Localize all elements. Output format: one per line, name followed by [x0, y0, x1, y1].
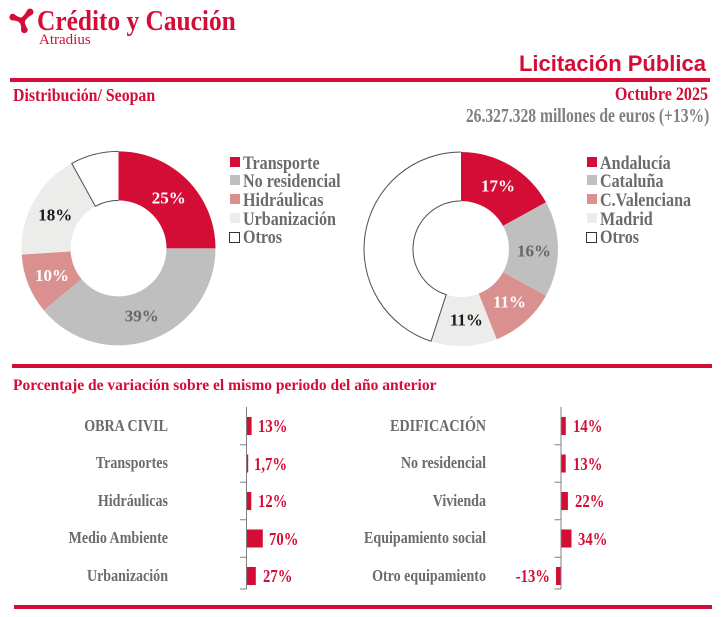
svg-text:10%: 10%: [35, 266, 69, 285]
svg-text:17%: 17%: [481, 177, 515, 196]
svg-text:18%: 18%: [38, 205, 72, 224]
svg-text:11%: 11%: [493, 292, 526, 311]
svg-text:25%: 25%: [152, 188, 186, 207]
svg-text:39%: 39%: [125, 307, 159, 326]
svg-text:11%: 11%: [450, 311, 483, 330]
svg-text:16%: 16%: [517, 241, 551, 260]
